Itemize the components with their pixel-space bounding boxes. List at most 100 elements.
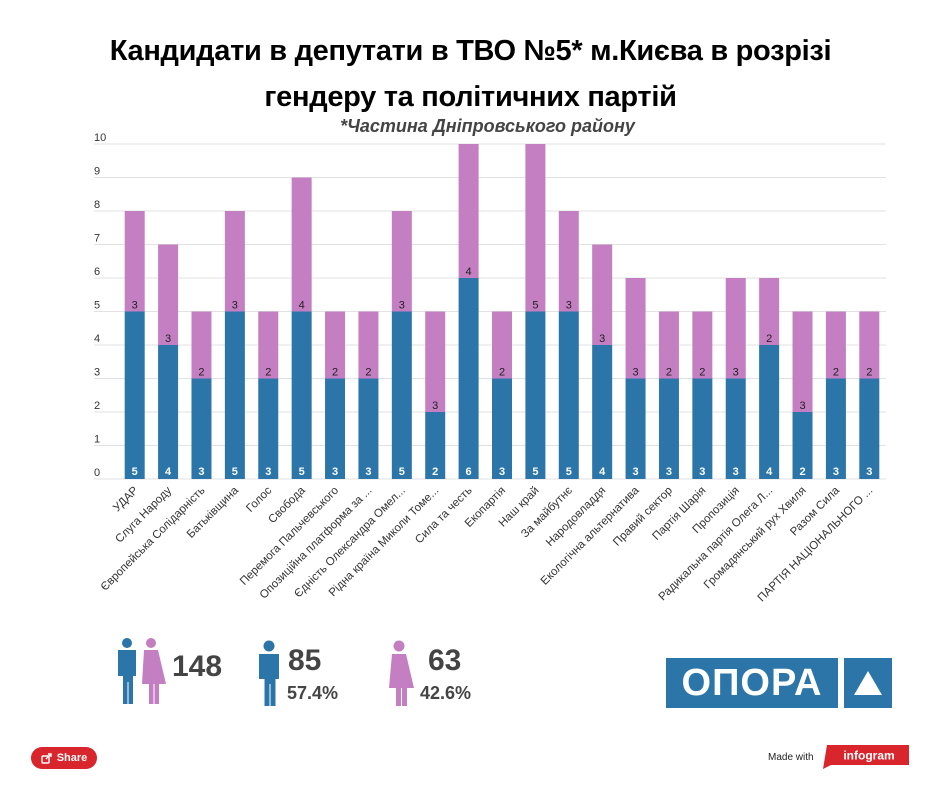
data-label-male: 5 — [299, 466, 305, 478]
bar-male — [425, 412, 446, 479]
data-label-male: 5 — [532, 466, 538, 478]
infogram-logo[interactable]: infogram — [823, 745, 909, 769]
male-count: 85 — [288, 644, 322, 677]
bar-female — [525, 144, 546, 312]
y-tick-label: 2 — [94, 400, 100, 412]
bar-female — [224, 211, 245, 312]
data-label-male: 3 — [198, 466, 204, 478]
bar-female — [792, 311, 813, 412]
y-tick-label: 8 — [94, 199, 100, 211]
bar-male — [458, 278, 479, 479]
data-label-male: 3 — [365, 466, 371, 478]
made-with-label: Made with — [768, 752, 814, 763]
data-label-female: 5 — [532, 300, 538, 312]
category-label: Голос — [244, 484, 274, 514]
data-label-female: 4 — [299, 300, 305, 312]
bar-female — [258, 311, 279, 379]
bar-female — [158, 244, 179, 345]
data-label-female: 2 — [866, 367, 872, 379]
title-line-2: гендеру та політичних партій — [264, 81, 677, 113]
bar-female — [391, 211, 412, 312]
data-label-female: 3 — [633, 367, 639, 379]
data-label-male: 6 — [466, 466, 472, 478]
bar-female — [825, 311, 846, 379]
bar-female — [759, 278, 780, 345]
y-tick-label: 4 — [94, 333, 100, 345]
bar-female — [425, 311, 446, 412]
data-label-male: 2 — [432, 466, 438, 478]
data-label-male: 2 — [799, 466, 805, 478]
bar-male — [358, 378, 379, 479]
bar-male — [124, 311, 145, 479]
share-icon — [41, 752, 52, 764]
data-label-female: 2 — [666, 367, 672, 379]
bar-female — [191, 311, 212, 379]
bar-female — [291, 177, 312, 312]
data-label-male: 4 — [599, 466, 606, 478]
bar-male — [825, 378, 846, 479]
bar-female — [625, 278, 646, 379]
chart-subtitle: *Частина Дніпровського району — [340, 116, 635, 136]
y-tick-label: 7 — [94, 233, 100, 245]
y-tick-label: 6 — [94, 266, 100, 278]
woman-icon — [389, 640, 414, 706]
y-tick-label: 9 — [94, 166, 100, 178]
total-count: 148 — [172, 650, 223, 683]
data-label-female: 3 — [432, 400, 438, 412]
data-label-male: 3 — [866, 466, 872, 478]
data-label-female: 3 — [165, 333, 171, 345]
opora-logo: ОПОРА — [666, 658, 892, 708]
data-label-male: 5 — [399, 466, 405, 478]
bar-male — [191, 378, 212, 479]
data-label-female: 2 — [766, 333, 772, 345]
chart-title: Кандидати в депутати в ТВО №5* м.Києва в… — [0, 28, 941, 120]
bar-male — [558, 311, 579, 479]
y-tick-label: 0 — [94, 467, 100, 479]
y-tick-label: 10 — [94, 132, 106, 144]
data-label-male: 5 — [232, 466, 238, 478]
bar-female — [358, 311, 379, 379]
bar-female — [859, 311, 880, 379]
bar-male — [391, 311, 412, 479]
bar-male — [525, 311, 546, 479]
y-tick-label: 5 — [94, 300, 100, 312]
bar-female — [658, 311, 679, 379]
bar-male — [158, 345, 179, 479]
share-label: Share — [56, 752, 88, 764]
data-label-female: 3 — [399, 300, 405, 312]
y-tick-label: 1 — [94, 434, 100, 446]
bar-male — [258, 378, 279, 479]
man-icon — [259, 640, 279, 706]
bar-male — [325, 378, 346, 479]
bar-male — [725, 378, 746, 479]
category-label: Правий сектор — [611, 485, 675, 549]
bar-male — [859, 378, 880, 479]
data-label-female: 2 — [265, 367, 271, 379]
data-label-male: 3 — [633, 466, 639, 478]
logo-triangle — [844, 658, 892, 708]
bar-female — [592, 244, 613, 345]
data-label-male: 3 — [666, 466, 672, 478]
bar-male — [291, 311, 312, 479]
couple-icon — [118, 638, 166, 704]
bar-female — [325, 311, 346, 379]
bar-female — [725, 278, 746, 379]
data-label-male: 3 — [265, 466, 271, 478]
data-label-female: 2 — [365, 367, 371, 379]
data-label-male: 4 — [766, 466, 773, 478]
data-label-male: 5 — [132, 466, 138, 478]
bar-male — [692, 378, 713, 479]
bar-female — [458, 144, 479, 278]
data-label-female: 2 — [499, 367, 505, 379]
data-label-female: 4 — [466, 266, 472, 278]
bar-female — [492, 311, 512, 379]
data-label-female: 2 — [332, 367, 338, 379]
data-label-male: 3 — [699, 466, 705, 478]
share-button[interactable]: Share — [31, 747, 97, 769]
data-label-female: 3 — [733, 367, 739, 379]
category-label: УДАР — [111, 484, 141, 514]
logo-text: ОПОРА — [666, 658, 838, 708]
title-line-1: Кандидати в депутати в ТВО №5* м.Києва в… — [109, 35, 832, 67]
data-label-female: 3 — [232, 300, 238, 312]
